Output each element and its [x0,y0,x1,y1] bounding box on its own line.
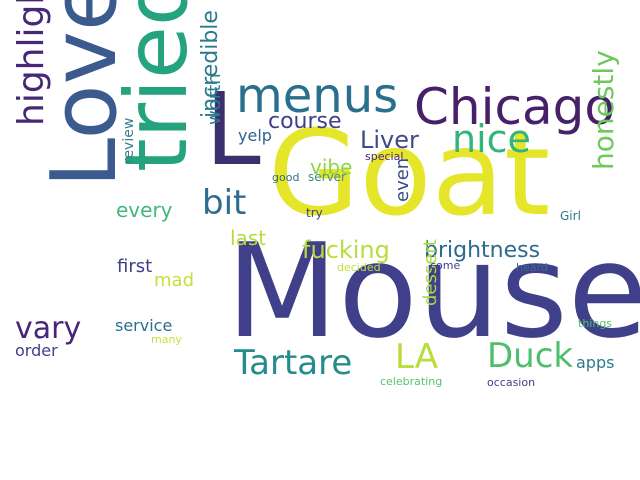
word-apps: apps [576,353,615,372]
word-occasion: occasion [487,376,536,389]
word-course: course [268,109,342,134]
word-order: order [15,341,58,360]
word-vary: vary [15,311,82,346]
word-mad: mad [154,270,194,291]
word-every: every [116,198,173,222]
word-things: things [578,317,613,330]
word-even: even [392,157,413,202]
word-honestly: honestly [587,50,620,170]
word-menus: menus [236,68,399,124]
word-heard: heard [516,261,548,274]
word-service: service [115,316,173,335]
word-chicago: Chicago [414,78,615,136]
word-duck: Duck [487,336,574,376]
word-nice: nice [452,117,531,161]
word-vibe: vibe [310,155,353,179]
word-server: server [308,170,346,184]
word-many: many [151,333,182,346]
word-good: good [272,171,300,184]
word-liver: Liver [360,126,419,154]
word-decided: decided [337,261,381,274]
word-try: try [306,206,323,220]
word-special: special [365,150,404,163]
word-highlights: highlights [11,0,52,126]
word-dessert: dessert [420,239,441,306]
word-celebrating: celebrating [380,375,443,388]
word-last: last [230,226,267,250]
word-worth: worth [204,73,225,125]
word-fucking: fucking [302,236,390,264]
word-l: L [205,71,261,188]
word-review: review [121,117,137,164]
word-girl: Girl [560,209,581,223]
word-tartare: Tartare [234,343,353,383]
word-goat: Goat [268,104,551,242]
word-mouse: Mouse [226,215,640,367]
word-first: first [117,256,153,277]
word-come: come [430,259,461,272]
word-yelp: yelp [238,126,272,145]
word-brightness: brightness [424,238,541,263]
word-la: LA [395,337,438,377]
word-bit: bit [202,183,247,223]
